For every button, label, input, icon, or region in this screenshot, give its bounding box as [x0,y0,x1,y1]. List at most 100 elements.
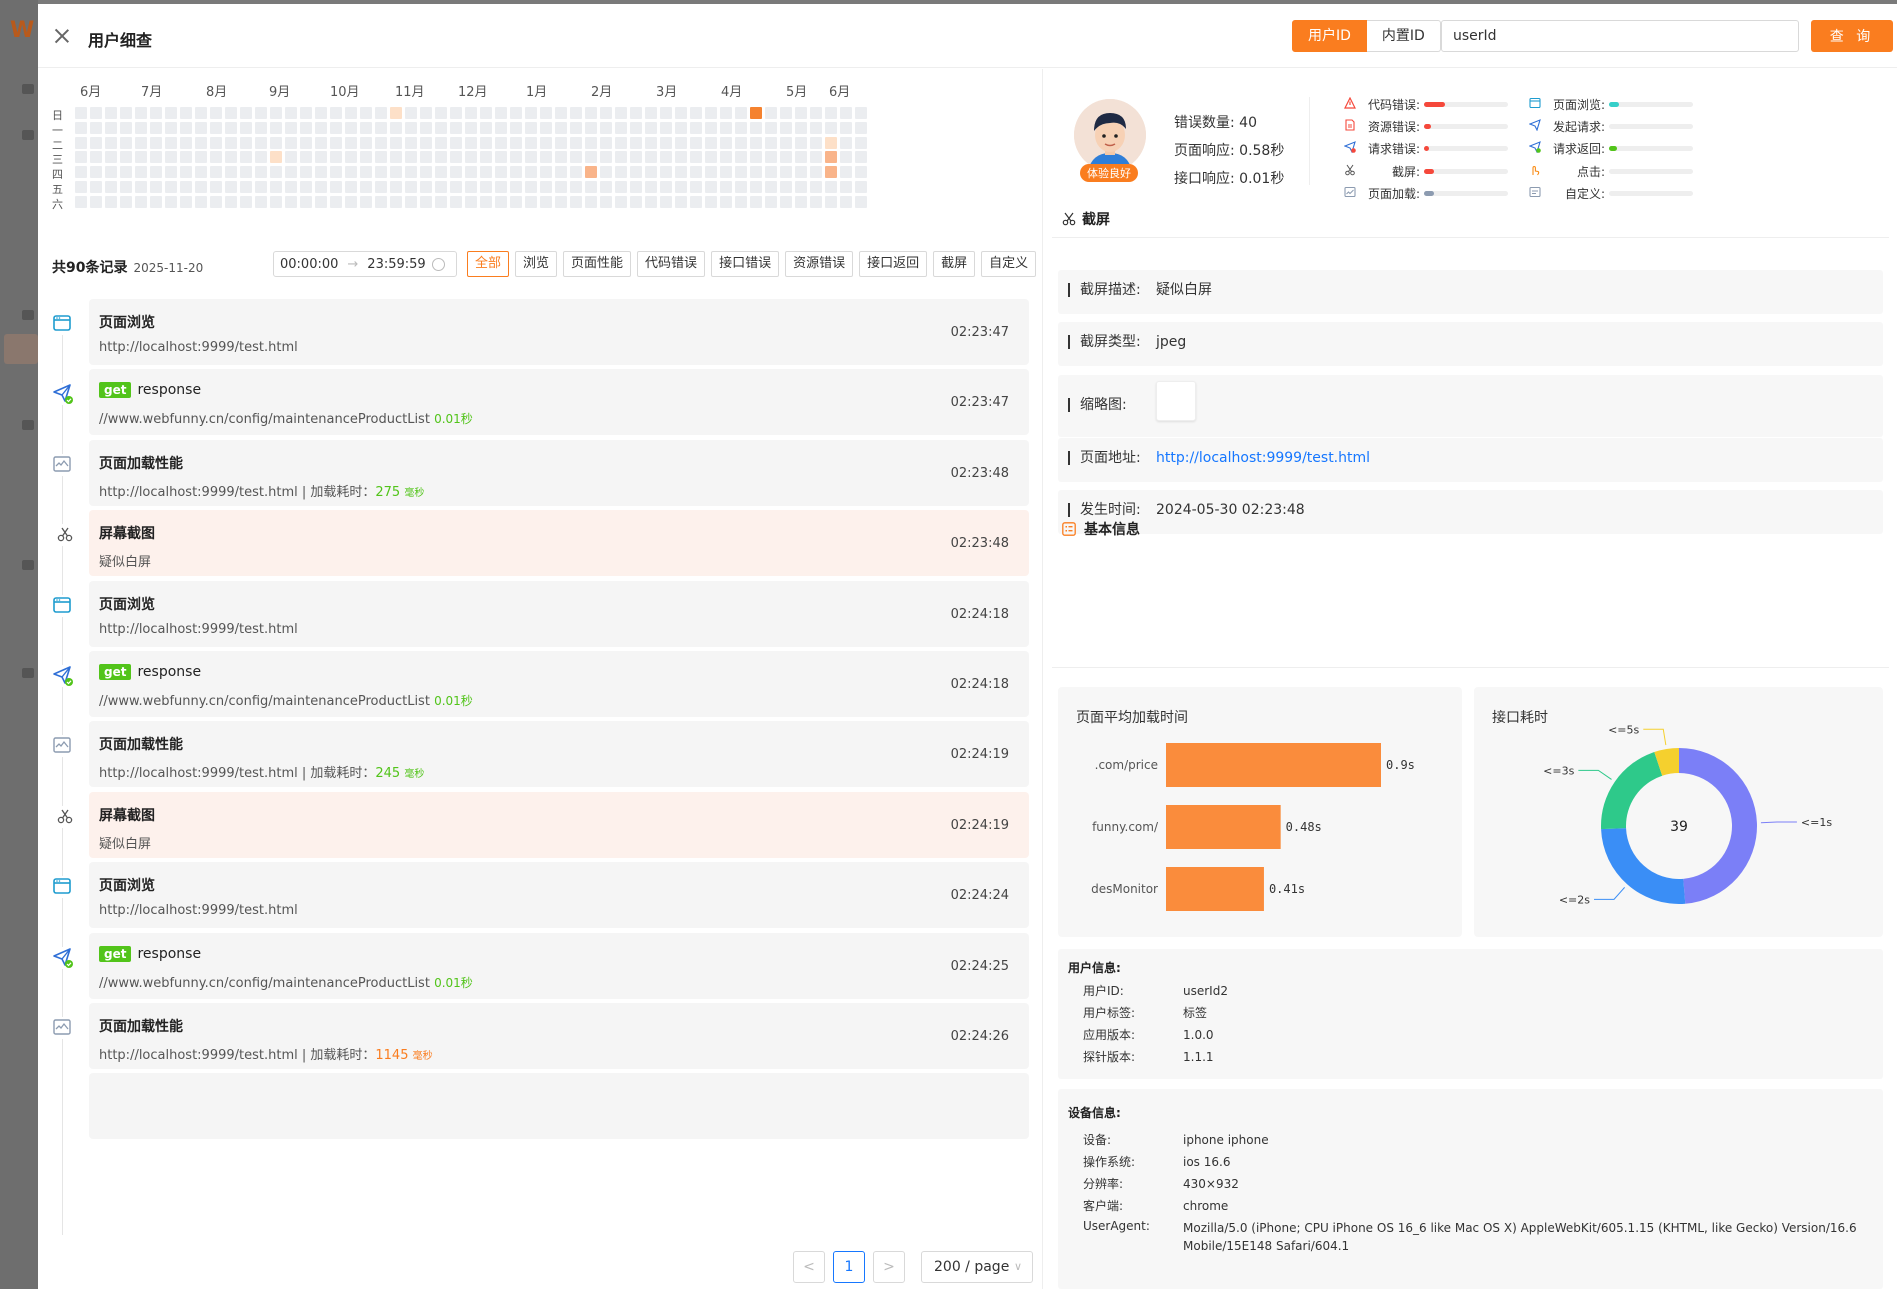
user-id-tab[interactable]: 用户ID [1292,20,1367,52]
heatmap-cell[interactable] [480,151,492,164]
heatmap-cell[interactable] [495,151,507,164]
heatmap-cell[interactable] [690,121,702,134]
heatmap-cell[interactable] [120,121,132,134]
next-page-button[interactable]: > [873,1251,905,1283]
heatmap-cell[interactable] [195,195,207,208]
heatmap-cell[interactable] [300,136,312,149]
heatmap-cell[interactable] [600,121,612,134]
heatmap-cell[interactable] [615,107,627,119]
heatmap-cell[interactable] [570,121,582,134]
heatmap-cell[interactable] [660,151,672,164]
heatmap-cell[interactable] [855,166,867,179]
heatmap-cell[interactable] [270,136,282,149]
filter-1[interactable]: 浏览 [515,251,558,277]
heatmap-cell[interactable] [315,107,327,119]
filter-3[interactable]: 代码错误 [637,251,706,277]
heatmap-cell[interactable] [510,166,522,179]
heatmap-cell[interactable] [465,136,477,149]
heatmap-cell[interactable] [315,195,327,208]
heatmap-cell[interactable] [615,181,627,193]
heatmap-cell[interactable] [360,151,372,164]
screenshot-thumbnail[interactable] [1156,381,1196,421]
timeline-card[interactable]: get response //www.webfunny.cn/config/main… [89,932,1029,999]
heatmap-cell[interactable] [225,107,237,119]
heatmap-cell[interactable] [435,121,447,134]
heatmap-cell[interactable] [120,195,132,208]
heatmap-cell[interactable] [255,195,267,208]
heatmap-cell[interactable] [480,136,492,149]
heatmap-cell[interactable] [765,136,777,149]
heatmap-cell[interactable] [720,151,732,164]
heatmap-cell[interactable] [615,166,627,179]
timeline-item[interactable]: 页面加载性能 http://localhost:9999/test.html | … [52,721,1037,788]
heatmap-cell[interactable] [675,181,687,193]
heatmap-cell[interactable] [690,136,702,149]
filter-0[interactable]: 全部 [467,251,510,277]
heatmap-cell[interactable] [405,136,417,149]
heatmap-cell[interactable] [735,107,747,119]
heatmap-cell[interactable] [600,195,612,208]
heatmap-cell[interactable] [615,121,627,134]
heatmap-cell[interactable] [585,166,597,179]
heatmap-cell[interactable] [735,195,747,208]
heatmap-cell[interactable] [525,151,537,164]
timeline-item[interactable]: get response //www.webfunny.cn/config/main… [52,369,1037,436]
timeline-card[interactable]: 页面加载性能 http://localhost:9999/test.html | … [89,439,1029,506]
heatmap-cell[interactable] [75,151,87,164]
heatmap-cell[interactable] [195,107,207,119]
heatmap-cell[interactable] [720,181,732,193]
heatmap-cell[interactable] [105,136,117,149]
heatmap-cell[interactable] [345,166,357,179]
heatmap-cell[interactable] [660,107,672,119]
heatmap-cell[interactable] [495,107,507,119]
heatmap-cell[interactable] [390,107,402,119]
heatmap-cell[interactable] [720,107,732,119]
heatmap-cell[interactable] [180,107,192,119]
heatmap-cell[interactable] [450,181,462,193]
heatmap-cell[interactable] [570,181,582,193]
heatmap-cell[interactable] [285,136,297,149]
heatmap-cell[interactable] [210,151,222,164]
heatmap-cell[interactable] [660,166,672,179]
heatmap-cell[interactable] [315,166,327,179]
heatmap-cell[interactable] [420,136,432,149]
heatmap-cell[interactable] [375,107,387,119]
time-range-picker[interactable]: 00:00:00 → 23:59:59 [273,251,457,277]
timeline-card[interactable]: 页面加载性能 http://localhost:9999/test.html | … [89,1003,1029,1069]
heatmap-cell[interactable] [90,181,102,193]
heatmap-cell[interactable] [195,121,207,134]
heatmap-cell[interactable] [810,136,822,149]
heatmap-cell[interactable] [270,166,282,179]
heatmap-cell[interactable] [75,136,87,149]
heatmap-cell[interactable] [840,181,852,193]
heatmap-cell[interactable] [525,107,537,119]
heatmap-cell[interactable] [855,181,867,193]
heatmap-cell[interactable] [585,181,597,193]
heatmap-cell[interactable] [705,181,717,193]
heatmap-cell[interactable] [255,181,267,193]
heatmap-cell[interactable] [750,195,762,208]
heatmap-cell[interactable] [120,136,132,149]
heatmap-cell[interactable] [825,166,837,179]
heatmap-cell[interactable] [585,136,597,149]
heatmap-cell[interactable] [720,195,732,208]
heatmap-cell[interactable] [480,107,492,119]
heatmap-cell[interactable] [495,166,507,179]
heatmap-cell[interactable] [810,166,822,179]
timeline-card[interactable]: 页面浏览 http://localhost:9999/test.html 02:24… [89,580,1029,647]
heatmap-cell[interactable] [180,151,192,164]
heatmap-cell[interactable] [120,151,132,164]
timeline-item[interactable]: get response //www.webfunny.cn/config/main… [52,651,1037,717]
heatmap-cell[interactable] [390,136,402,149]
heatmap-cell[interactable] [285,121,297,134]
heatmap-cell[interactable] [570,195,582,208]
heatmap-cell[interactable] [135,181,147,193]
timeline-card[interactable]: 屏幕截图 疑似白屏 02:23:48 [89,510,1029,577]
heatmap-cell[interactable] [90,195,102,208]
page-size-select[interactable]: 200 / page ∨ [921,1251,1033,1283]
heatmap-cell[interactable] [780,195,792,208]
heatmap-cell[interactable] [135,151,147,164]
heatmap-cell[interactable] [240,195,252,208]
heatmap-cell[interactable] [825,121,837,134]
heatmap-cell[interactable] [75,195,87,208]
